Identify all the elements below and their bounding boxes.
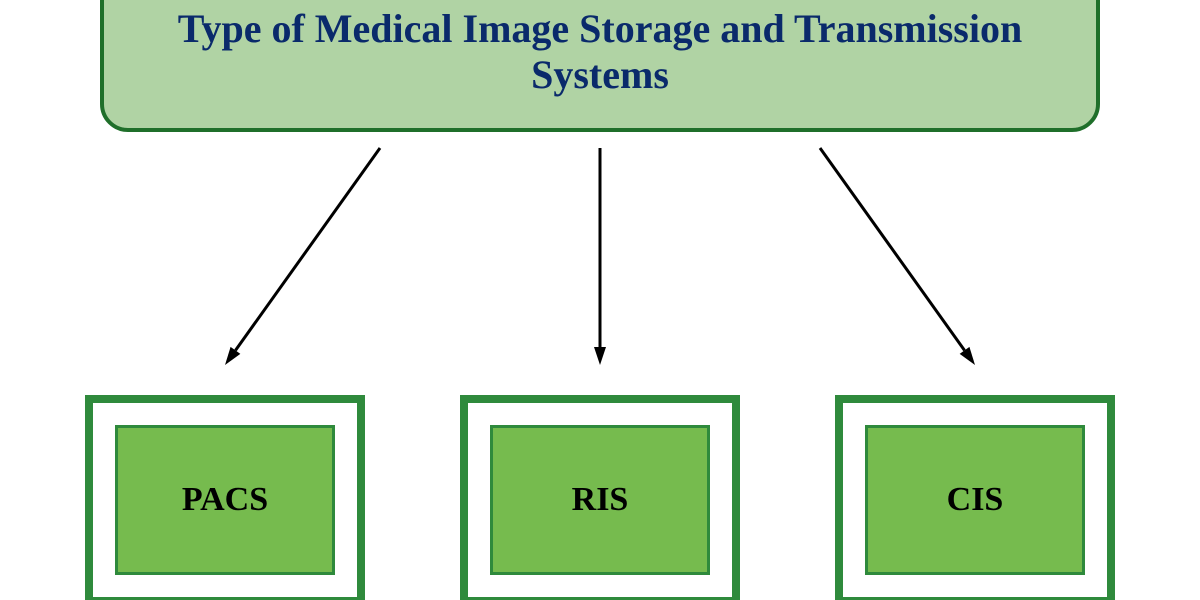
child-node: PACS <box>85 395 365 600</box>
child-node: CIS <box>835 395 1115 600</box>
child-node-label: RIS <box>572 481 629 519</box>
child-node: RIS <box>460 395 740 600</box>
title-text: Type of Medical Image Storage and Transm… <box>124 6 1076 98</box>
arrow-head <box>594 347 606 365</box>
arrow-head <box>225 347 240 365</box>
child-node-inner: PACS <box>115 425 335 575</box>
child-node-inner: RIS <box>490 425 710 575</box>
diagram-stage: Type of Medical Image Storage and Transm… <box>0 0 1200 600</box>
arrow-line <box>235 148 380 350</box>
child-node-label: CIS <box>947 481 1004 519</box>
child-node-inner: CIS <box>865 425 1085 575</box>
arrow-head <box>960 347 975 365</box>
child-node-label: PACS <box>182 481 268 519</box>
arrow-line <box>820 148 965 350</box>
title-box: Type of Medical Image Storage and Transm… <box>100 0 1100 132</box>
